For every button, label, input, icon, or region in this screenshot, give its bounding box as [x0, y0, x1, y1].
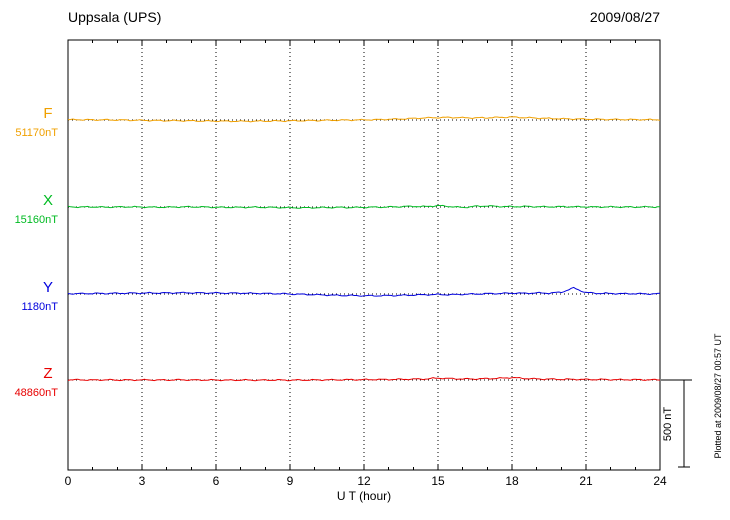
plotted-at-caption: Plotted at 2009/08/27 00:57 UT — [713, 333, 723, 459]
x-tick-label-3: 3 — [139, 474, 146, 488]
x-tick-label-9: 9 — [287, 474, 294, 488]
x-tick-label-6: 6 — [213, 474, 220, 488]
trace-F — [67, 116, 661, 123]
series-baseline-value-F: 51170nT — [15, 127, 58, 139]
trace-X — [67, 204, 661, 209]
trace-Y — [67, 286, 661, 297]
x-tick-label-24: 24 — [653, 474, 667, 488]
x-tick-label-12: 12 — [357, 474, 371, 488]
plot-area: 0 3 6 9 12 15 18 21 24 F 51170nT X 15160nT Y 1180nT Z 48… — [15, 39, 692, 488]
x-axis-title: U T (hour) — [337, 489, 391, 503]
x-tick-label-18: 18 — [505, 474, 519, 488]
x-tick-label-15: 15 — [431, 474, 445, 488]
x-tick-label-21: 21 — [579, 474, 593, 488]
date-label: 2009/08/27 — [590, 9, 660, 25]
series-baseline-value-X: 15160nT — [15, 214, 59, 226]
scale-bar-label: 500 nT — [662, 407, 674, 442]
trace-Z — [67, 376, 660, 382]
series-baseline-value-Y: 1180nT — [22, 301, 59, 313]
series-letter-Y: Y — [43, 279, 53, 296]
x-tick-label-0: 0 — [65, 474, 72, 488]
series-letter-Z: Z — [43, 365, 52, 382]
series-letter-F: F — [43, 105, 52, 122]
series-letter-X: X — [43, 192, 53, 209]
series-baseline-value-Z: 48860nT — [15, 387, 59, 399]
station-title: Uppsala (UPS) — [68, 9, 161, 25]
